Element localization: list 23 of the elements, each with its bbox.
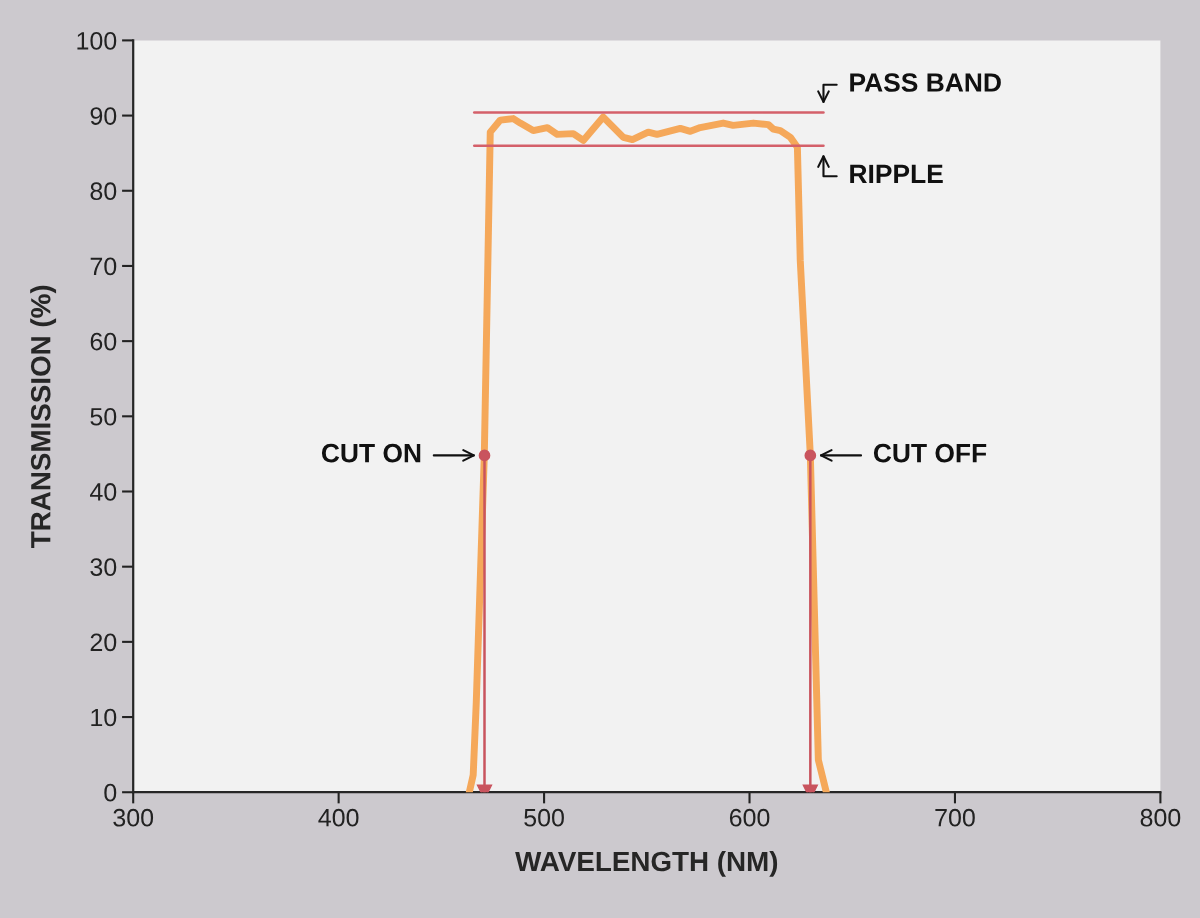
annotation: CUT OFF <box>873 443 987 463</box>
y-tick-label: 30 <box>90 558 117 576</box>
y-tick-label: 100 <box>77 31 117 50</box>
y-tick-label: 60 <box>90 332 117 351</box>
y-tick-label: 80 <box>90 182 117 201</box>
y-tick-label: 40 <box>90 483 117 501</box>
x-tick-label: 500 <box>524 808 564 827</box>
y-tick-label: 0 <box>104 783 117 802</box>
x-tick-label: 600 <box>729 808 770 827</box>
x-tick-label: 400 <box>318 808 359 827</box>
x-axis-title: WAVELENGTH (NM) <box>515 850 778 877</box>
y-tick-label: 20 <box>90 633 117 652</box>
y-axis-title: TRANSMISSION (%) <box>30 285 57 548</box>
annotation: PASS BAND <box>850 73 1001 92</box>
annotation: CUT ON <box>321 443 421 463</box>
y-tick-label: 50 <box>90 407 117 426</box>
y-tick-label: 70 <box>90 257 117 276</box>
x-tick-label: 700 <box>935 808 975 827</box>
annotation: RIPPLE <box>850 164 943 184</box>
y-tick-label: 90 <box>90 107 117 125</box>
x-tick-label: 300 <box>113 808 154 827</box>
y-tick-label: 10 <box>91 708 117 727</box>
x-tick-label: 800 <box>1140 808 1181 827</box>
